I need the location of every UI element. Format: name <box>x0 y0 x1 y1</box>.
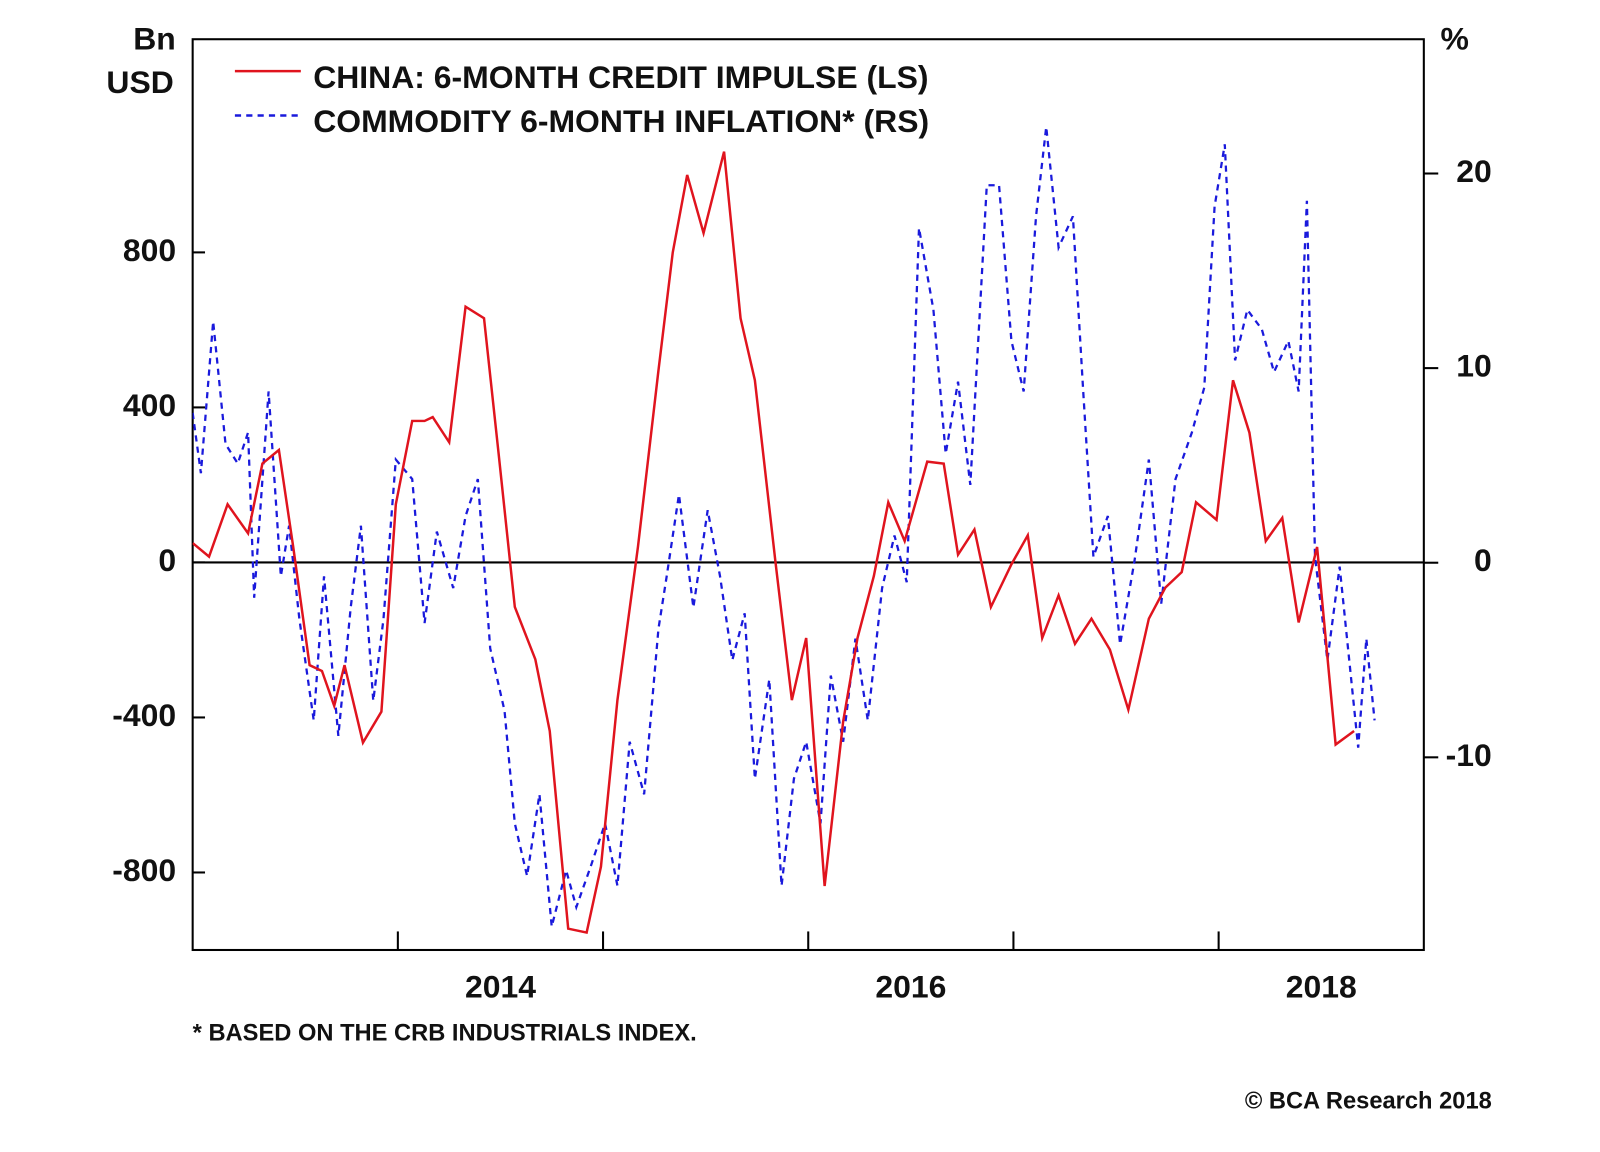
series-line <box>192 151 1355 935</box>
legend-label: CHINA: 6-MONTH CREDIT IMPULSE (LS) <box>313 59 928 95</box>
y2-axis-label: % <box>1441 21 1469 57</box>
y-tick-label: 400 <box>123 387 176 423</box>
y2-tick-label: 0 <box>1474 542 1492 578</box>
x-tick-label: 2014 <box>465 969 536 1005</box>
x-tick-label: 2018 <box>1286 969 1357 1005</box>
y-tick-label: -400 <box>112 697 176 733</box>
footnote: * BASED ON THE CRB INDUSTRIALS INDEX. <box>193 1021 697 1047</box>
y2-tick-label: -10 <box>1446 737 1492 773</box>
y-tick-label: -800 <box>112 852 176 888</box>
plot-frame <box>191 38 1425 952</box>
legend-label: COMMODITY 6-MONTH INFLATION* (RS) <box>313 103 929 139</box>
series-line <box>192 126 1376 927</box>
y-tick-label: 0 <box>158 542 176 578</box>
source: © BCA Research 2018 <box>1245 1089 1492 1115</box>
y-axis-label: Bn <box>133 21 176 57</box>
y2-tick-label: 20 <box>1456 153 1492 189</box>
y2-tick-label: 10 <box>1456 348 1492 384</box>
y-tick-label: 800 <box>123 232 176 268</box>
x-tick-label: 2016 <box>875 969 946 1005</box>
y-axis-label: USD <box>106 64 173 100</box>
